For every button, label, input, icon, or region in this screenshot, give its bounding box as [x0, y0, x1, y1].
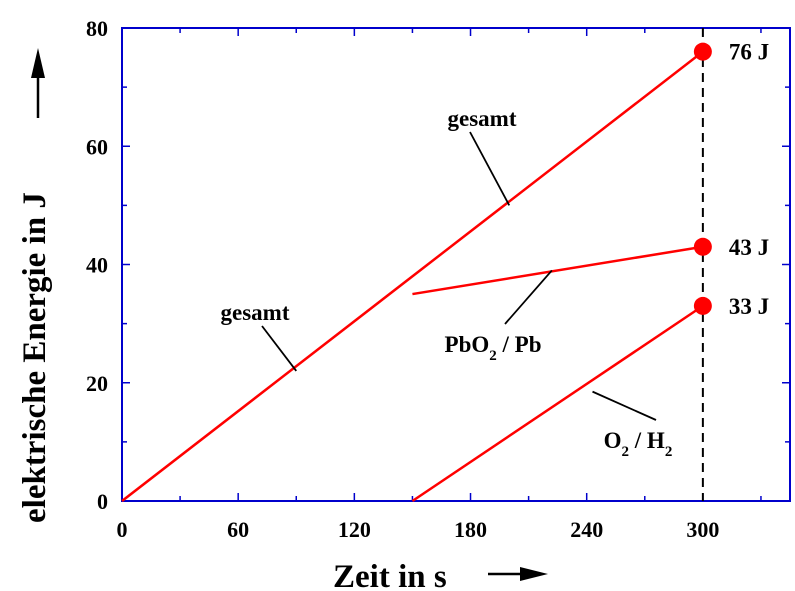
endpoint-label: 76 J [729, 40, 769, 65]
plot-frame [121, 27, 791, 502]
series-line [121, 50, 704, 502]
annotation-label: O2 / H2 [604, 428, 673, 460]
x-tick-label: 0 [117, 517, 128, 542]
annotation-label: gesamt [221, 300, 290, 325]
x-tick-label: 60 [227, 517, 249, 542]
y-tick-label: 20 [86, 371, 108, 396]
annotation-label: gesamt [448, 106, 517, 131]
x-tick-label: 180 [454, 517, 487, 542]
annotation-label: PbO2 / Pb [445, 332, 542, 364]
x-tick-label: 300 [686, 517, 719, 542]
x-axis-title: Zeit in s [333, 559, 447, 591]
y-axis-title: elektrische Energie in J [17, 192, 53, 523]
annotation-leader [592, 390, 657, 421]
endpoint-marker [693, 237, 712, 256]
endpoint-marker [693, 42, 712, 61]
y-tick-label: 80 [86, 16, 108, 41]
endpoint-label: 43 J [729, 235, 769, 260]
y-tick-label: 40 [86, 253, 108, 278]
endpoint-marker [693, 296, 712, 315]
y-axis-arrowhead [31, 48, 45, 78]
annotation-leader [261, 325, 297, 372]
endpoint-label: 33 J [729, 294, 769, 319]
series-line [411, 304, 704, 503]
x-tick-label: 240 [570, 517, 603, 542]
x-axis-arrowhead [520, 567, 548, 581]
annotation-leader [469, 131, 511, 206]
x-tick-label: 120 [338, 517, 371, 542]
annotation-leader [504, 269, 553, 325]
series-line [412, 245, 704, 296]
y-tick-label: 0 [97, 489, 108, 514]
y-tick-label: 60 [86, 134, 108, 159]
